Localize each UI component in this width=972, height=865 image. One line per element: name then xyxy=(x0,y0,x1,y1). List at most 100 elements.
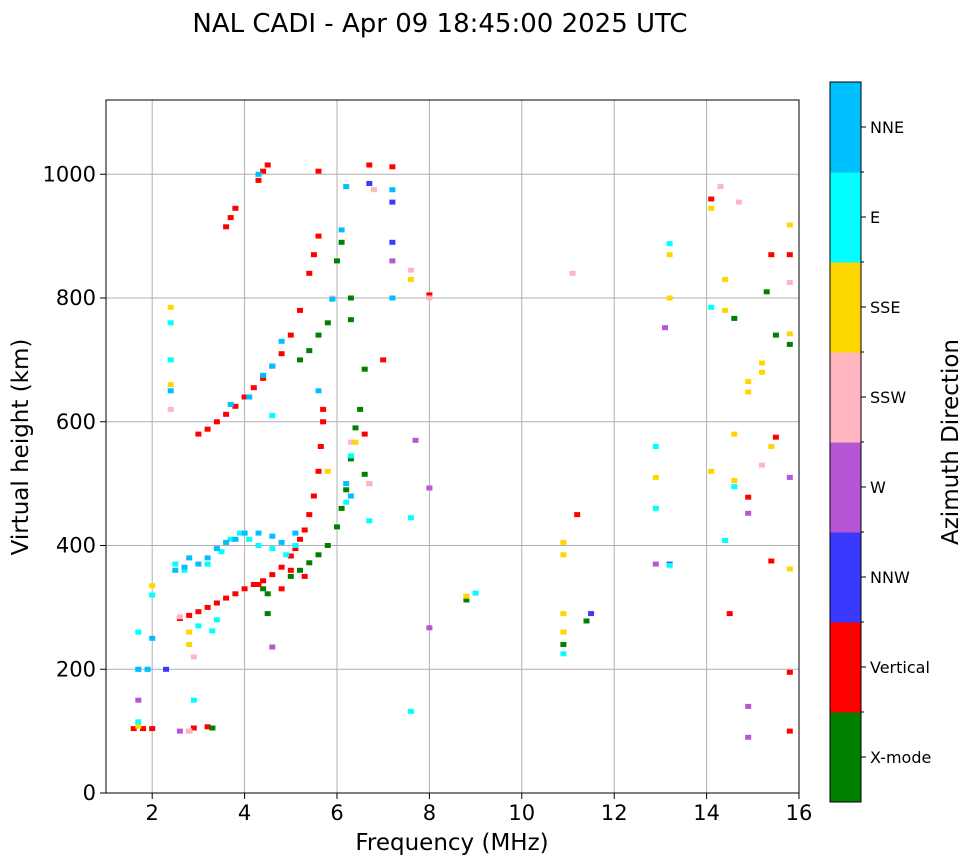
echo-point-sse xyxy=(666,252,673,258)
echo-point-x-mode xyxy=(306,348,313,354)
echo-point-nne xyxy=(338,227,345,233)
echo-point-vertical xyxy=(260,578,267,584)
echo-point-x-mode xyxy=(347,295,354,301)
echo-point-sse xyxy=(560,611,567,617)
x-tick-label: 10 xyxy=(508,801,535,825)
echo-point-nne xyxy=(195,561,202,567)
echo-point-sse xyxy=(666,295,673,301)
echo-point-x-mode xyxy=(786,341,793,347)
echo-point-e xyxy=(652,505,659,511)
echo-point-sse xyxy=(167,304,174,310)
echo-point-vertical xyxy=(250,385,257,391)
echo-point-sse xyxy=(745,389,752,395)
echo-point-ssw xyxy=(176,614,183,620)
echo-point-nne xyxy=(260,372,267,378)
echo-point-e xyxy=(666,562,673,568)
echo-point-e xyxy=(255,543,262,548)
echo-point-vertical xyxy=(140,726,146,732)
echo-point-sse xyxy=(560,552,567,558)
echo-point-e xyxy=(366,518,373,524)
echo-point-ssw xyxy=(190,654,197,660)
echo-point-nne xyxy=(269,533,276,539)
echo-point-sse xyxy=(786,331,793,337)
echo-point-x-mode xyxy=(772,332,779,338)
echo-point-x-mode xyxy=(297,357,303,363)
x-tick-label: 6 xyxy=(330,801,343,825)
echo-point-sse xyxy=(722,276,729,282)
echo-point-sse xyxy=(786,566,793,572)
colorbar-tick-label: NNE xyxy=(870,118,904,137)
echo-point-x-mode xyxy=(264,591,271,597)
echo-point-nne xyxy=(269,363,276,369)
echo-point-w xyxy=(389,258,396,264)
echo-point-x-mode xyxy=(731,315,738,321)
colorbar-segment-nnw xyxy=(830,532,861,623)
echo-point-ssw xyxy=(569,270,576,276)
echo-point-x-mode xyxy=(361,471,368,477)
echo-point-vertical xyxy=(190,725,197,731)
echo-point-sse xyxy=(560,629,567,635)
echo-point-vertical xyxy=(149,726,156,732)
echo-point-vertical xyxy=(320,419,327,425)
echo-point-vertical xyxy=(278,351,285,357)
echo-point-nne xyxy=(172,567,179,573)
echo-point-vertical xyxy=(269,572,276,578)
echo-point-x-mode xyxy=(260,586,267,592)
echo-point-nne xyxy=(315,388,322,394)
echo-point-vertical xyxy=(380,357,387,363)
echo-point-x-mode xyxy=(264,611,271,617)
echo-point-sse xyxy=(708,205,715,211)
echo-point-ssw xyxy=(407,267,414,273)
echo-point-sse xyxy=(463,593,470,599)
echo-point-x-mode xyxy=(324,543,331,548)
echo-point-nne xyxy=(213,546,220,552)
x-tick-label: 14 xyxy=(693,801,720,825)
echo-point-nnw xyxy=(588,611,595,617)
echo-point-vertical xyxy=(320,406,327,412)
echo-point-vertical xyxy=(278,564,285,570)
echo-point-nnw xyxy=(163,666,170,672)
echo-point-vertical xyxy=(264,162,271,168)
echo-point-vertical xyxy=(786,669,793,675)
echo-point-vertical xyxy=(250,582,257,587)
echo-point-vertical xyxy=(195,431,202,437)
colorbar-tick-label: Vertical xyxy=(870,658,930,677)
echo-point-e xyxy=(227,536,234,542)
echo-point-e xyxy=(269,546,276,552)
echo-point-sse xyxy=(652,474,659,480)
echo-point-sse xyxy=(324,468,331,474)
echo-point-vertical xyxy=(204,604,211,610)
echo-point-vertical xyxy=(361,431,368,437)
echo-point-x-mode xyxy=(361,366,368,372)
echo-point-vertical xyxy=(278,586,285,592)
echo-point-vertical xyxy=(287,332,294,338)
echo-point-sse xyxy=(759,360,765,366)
echo-point-vertical xyxy=(366,162,373,168)
echo-point-e xyxy=(343,499,350,505)
echo-point-nne xyxy=(167,388,174,394)
echo-point-sse xyxy=(352,439,359,445)
echo-point-ssw xyxy=(426,295,433,301)
echo-point-w xyxy=(745,510,752,516)
echo-point-ssw xyxy=(347,439,354,445)
echo-point-nne xyxy=(232,536,239,542)
echo-point-vertical xyxy=(315,233,322,239)
echo-point-x-mode xyxy=(352,425,359,431)
echo-point-sse xyxy=(167,382,174,388)
echo-point-vertical xyxy=(260,375,267,381)
echo-point-ssw xyxy=(371,187,377,193)
echo-point-vertical xyxy=(255,582,262,587)
x-tick-label: 8 xyxy=(423,801,436,825)
x-tick-label: 4 xyxy=(238,801,251,825)
echo-point-e xyxy=(190,697,197,703)
echo-point-x-mode xyxy=(338,239,345,245)
echo-point-vertical xyxy=(786,728,793,734)
colorbar-segment-ssw xyxy=(830,352,861,443)
echo-point-x-mode xyxy=(315,552,322,558)
y-tick-label: 800 xyxy=(56,286,96,310)
echo-point-ssw xyxy=(735,199,742,205)
echo-point-x-mode xyxy=(347,456,354,462)
echo-point-sse xyxy=(786,222,793,228)
echo-point-e xyxy=(167,357,174,363)
echo-point-nne xyxy=(181,564,188,570)
